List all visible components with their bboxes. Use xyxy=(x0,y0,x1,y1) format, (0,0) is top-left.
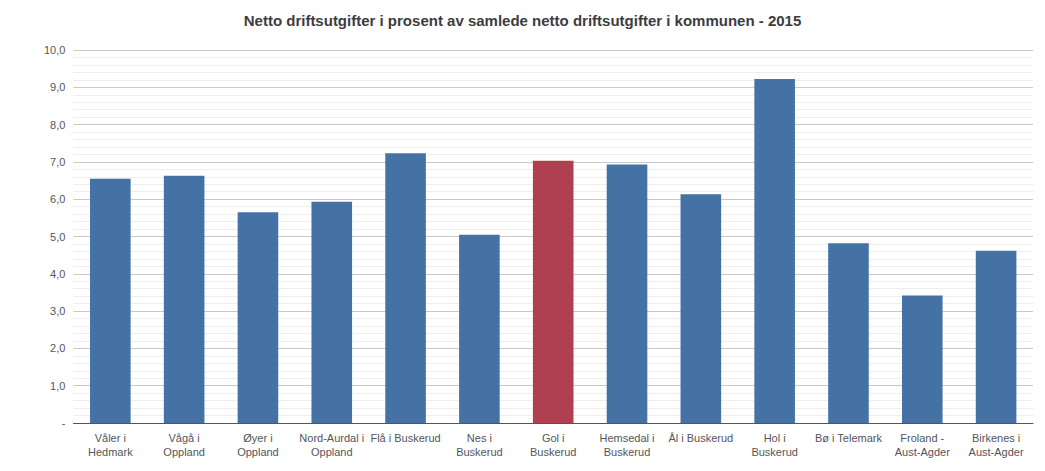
svg-text:Aust-Agder: Aust-Agder xyxy=(895,446,950,458)
svg-text:Buskerud: Buskerud xyxy=(751,446,797,458)
svg-text:Aust-Agder: Aust-Agder xyxy=(969,446,1024,458)
svg-text:Våler i: Våler i xyxy=(95,432,126,444)
svg-text:4,0: 4,0 xyxy=(50,268,65,280)
svg-text:Flå i Buskerud: Flå i Buskerud xyxy=(370,432,440,444)
svg-text:Oppland: Oppland xyxy=(237,446,279,458)
svg-text:3,0: 3,0 xyxy=(50,305,65,317)
svg-text:-: - xyxy=(62,417,66,429)
svg-text:Nord-Aurdal i: Nord-Aurdal i xyxy=(299,432,364,444)
svg-text:8,0: 8,0 xyxy=(50,119,65,131)
svg-text:1,0: 1,0 xyxy=(50,380,65,392)
svg-text:Hol i: Hol i xyxy=(764,432,786,444)
svg-text:5,0: 5,0 xyxy=(50,231,65,243)
svg-text:Netto driftsutgifter i prosent: Netto driftsutgifter i prosent av samled… xyxy=(244,12,802,29)
svg-text:7,0: 7,0 xyxy=(50,156,65,168)
svg-text:Froland -: Froland - xyxy=(900,432,944,444)
svg-text:Hedmark: Hedmark xyxy=(88,446,133,458)
svg-text:Buskerud: Buskerud xyxy=(530,446,576,458)
svg-text:Hemsedal i: Hemsedal i xyxy=(600,432,655,444)
svg-text:2,0: 2,0 xyxy=(50,342,65,354)
svg-text:Gol i: Gol i xyxy=(542,432,565,444)
svg-text:Nes i: Nes i xyxy=(467,432,492,444)
svg-text:10,0: 10,0 xyxy=(44,44,65,56)
svg-text:6,0: 6,0 xyxy=(50,193,65,205)
svg-text:9,0: 9,0 xyxy=(50,81,65,93)
svg-text:Oppland: Oppland xyxy=(163,446,205,458)
svg-text:Buskerud: Buskerud xyxy=(456,446,502,458)
svg-text:Øyer i: Øyer i xyxy=(243,432,272,444)
svg-text:Oppland: Oppland xyxy=(311,446,353,458)
svg-text:Birkenes i: Birkenes i xyxy=(972,432,1020,444)
svg-text:Vågå i: Vågå i xyxy=(169,432,200,444)
svg-text:Ål i Buskerud: Ål i Buskerud xyxy=(668,432,733,444)
svg-text:Buskerud: Buskerud xyxy=(604,446,650,458)
svg-text:Bø i Telemark: Bø i Telemark xyxy=(815,432,883,444)
